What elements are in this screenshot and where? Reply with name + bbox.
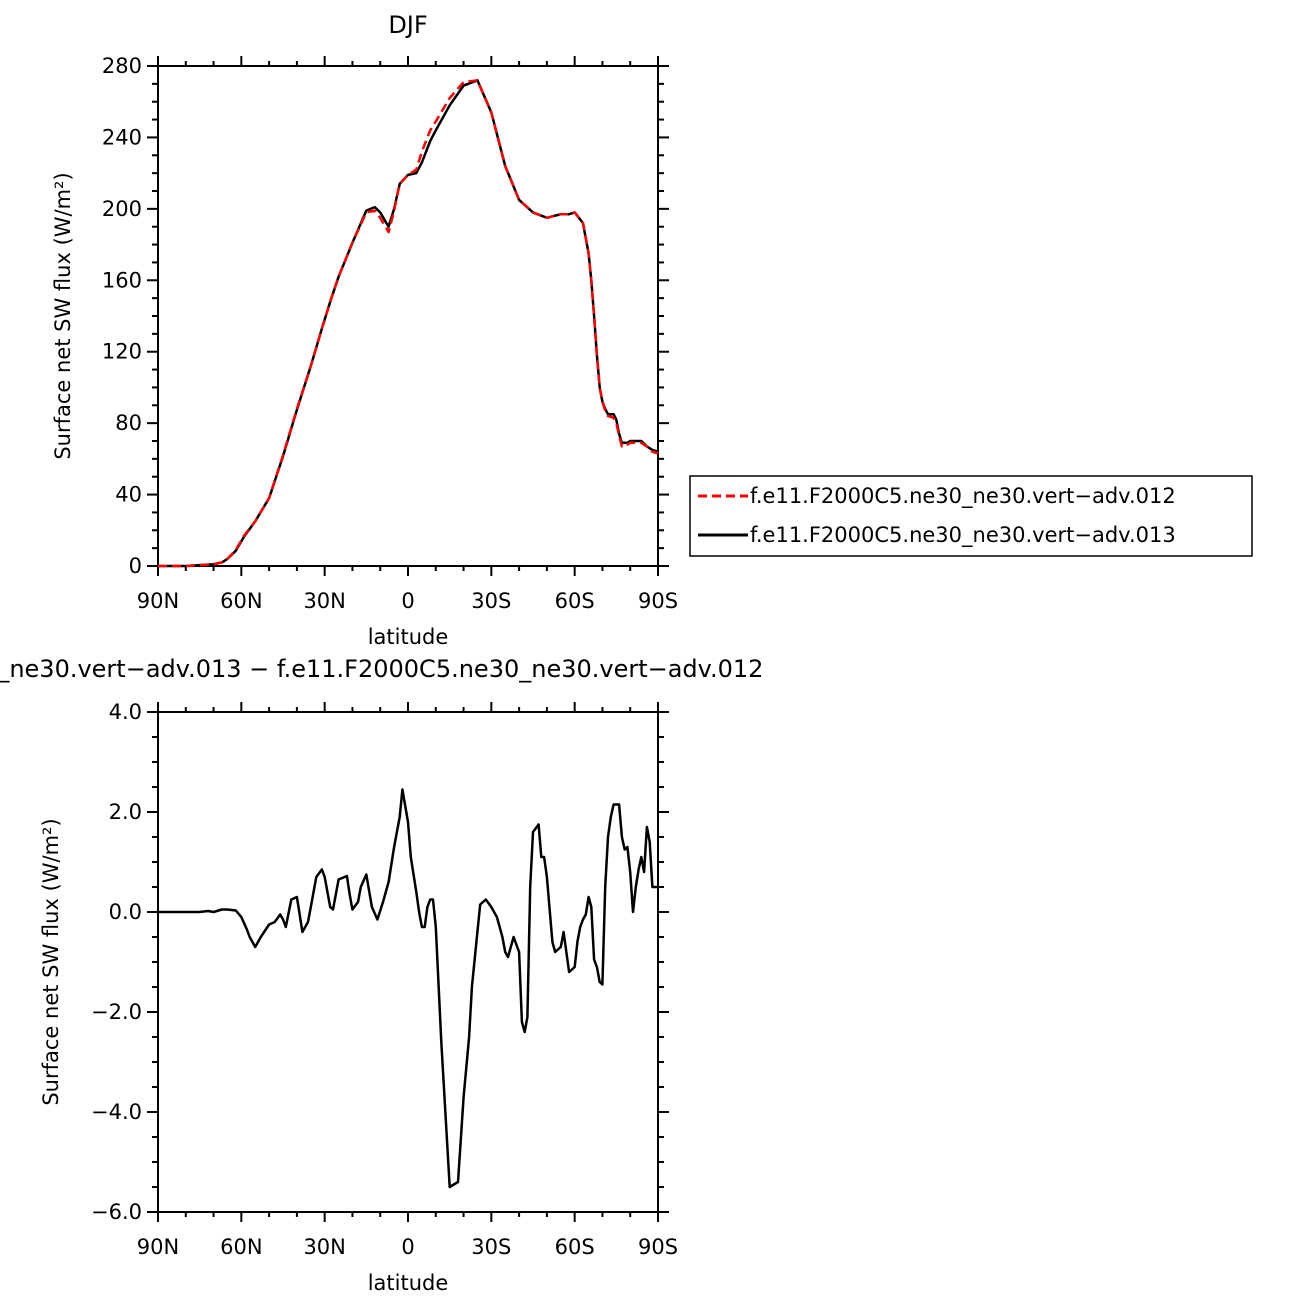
y-tick-label: −6.0 xyxy=(91,1200,142,1224)
series-line-0 xyxy=(158,79,659,568)
y-tick-label: 200 xyxy=(102,197,142,221)
y-tick-label: 0.0 xyxy=(109,900,142,924)
bottom-x-axis-label: latitude xyxy=(368,1271,449,1295)
legend-label-013: f.e11.F2000C5.ne30_ne30.vert−adv.013 xyxy=(750,523,1176,548)
x-tick-label: 30S xyxy=(471,1235,511,1259)
legend-label-012: f.e11.F2000C5.ne30_ne30.vert−adv.012 xyxy=(750,484,1176,509)
top-chart-title: DJF xyxy=(388,11,427,39)
series-line-1 xyxy=(158,79,659,568)
y-tick-label: 40 xyxy=(115,483,142,507)
plot-frame xyxy=(157,711,659,1213)
x-tick-label: 60S xyxy=(555,1235,595,1259)
x-tick-label: 60N xyxy=(220,589,262,613)
y-tick-label: 2.0 xyxy=(109,800,142,824)
y-tick-label: 160 xyxy=(102,268,142,292)
top-plot-area: 90N 60N 30N 0 30S 60S 90S 0 40 80 120 160 200 240 280 xyxy=(102,54,678,613)
x-tick-label: 90S xyxy=(638,589,678,613)
legend-frame xyxy=(689,475,1253,557)
top-panel-line-chart: DJF 90N 60N 30N 0 30S 60S 90S 0 40 80 120 160 200 240… xyxy=(51,11,1253,649)
top-y-axis-label: Surface net SW flux (W/m²) xyxy=(51,172,75,459)
bottom-y-axis-label: Surface net SW flux (W/m²) xyxy=(39,818,63,1105)
y-tick-label: 0 xyxy=(129,554,142,578)
bottom-chart-title: f.e11.F2000C5.ne30_ne30.vert−adv.013 − f… xyxy=(0,655,763,683)
x-tick-label: 0 xyxy=(401,1235,414,1259)
x-tick-label: 90N xyxy=(137,1235,179,1259)
x-tick-label: 30S xyxy=(471,589,511,613)
x-tick-label: 60S xyxy=(555,589,595,613)
x-tick-label: 90N xyxy=(137,589,179,613)
y-tick-label: −4.0 xyxy=(91,1100,142,1124)
y-tick-label: 240 xyxy=(102,125,142,149)
plot-frame xyxy=(157,65,659,567)
y-tick-label: 4.0 xyxy=(109,700,142,724)
y-tick-label: −2.0 xyxy=(91,1000,142,1024)
x-tick-label: 90S xyxy=(638,1235,678,1259)
x-tick-label: 30N xyxy=(303,589,345,613)
y-tick-label: 80 xyxy=(115,411,142,435)
series-line-0 xyxy=(158,788,658,1189)
top-legend: f.e11.F2000C5.ne30_ne30.vert−adv.012 f.e… xyxy=(689,475,1253,557)
bottom-plot-area: 90N 60N 30N 0 30S 60S 90S −6.0 −4.0 −2.0 0.0 2.0 4.0 xyxy=(91,700,678,1259)
y-tick-label: 280 xyxy=(102,54,142,78)
y-tick-label: 120 xyxy=(102,340,142,364)
x-tick-label: 60N xyxy=(220,1235,262,1259)
bottom-panel-difference-chart: f.e11.F2000C5.ne30_ne30.vert−adv.013 − f… xyxy=(0,655,763,1295)
top-x-axis-label: latitude xyxy=(368,625,449,649)
x-tick-label: 0 xyxy=(401,589,414,613)
x-tick-label: 30N xyxy=(303,1235,345,1259)
